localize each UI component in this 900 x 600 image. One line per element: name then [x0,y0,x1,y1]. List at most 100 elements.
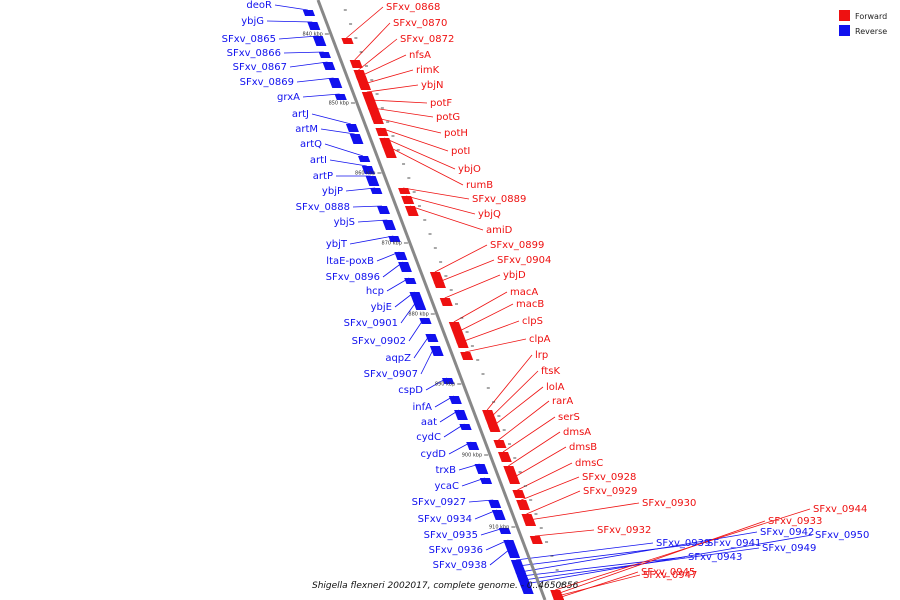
reverse-gene-label: SFxv_0949 [762,543,816,554]
reverse-gene-feature [519,584,534,594]
forward-gene-label: SFxv_0929 [583,486,637,497]
reverse-gene-label: hcp [366,286,384,297]
forward-leader-line [558,571,639,599]
reverse-gene-label: SFxv_0934 [418,514,472,525]
forward-gene-label: SFxv_0872 [400,34,454,45]
forward-gene-label: ybjO [458,164,481,175]
forward-leader-line [346,6,384,39]
forward-gene-label: SFxv_0889 [472,194,526,205]
forward-leader-line [372,107,434,118]
reverse-gene-label: SFxv_0938 [433,560,487,571]
genome-caption: Shigella flexneri 2002017, complete geno… [312,581,579,591]
reverse-gene-feature [318,52,331,58]
forward-gene-label: clpA [529,334,551,345]
reverse-gene-label: ycaC [434,481,459,492]
legend-reverse-label: Reverse [855,27,887,36]
reverse-gene-label: SFxv_0888 [296,202,350,213]
reverse-gene-feature [503,540,517,548]
reverse-gene-feature [425,334,439,342]
reverse-gene-feature [349,134,364,144]
forward-leader-line [438,259,495,283]
reverse-gene-feature [459,424,472,430]
reverse-gene-label: trxB [435,465,456,476]
forward-gene-label: ybjN [421,80,444,91]
reverse-gene-label: artM [295,124,318,135]
forward-leader-line [369,99,428,104]
forward-gene-feature [523,520,537,526]
forward-gene-feature [460,352,474,360]
forward-gene-label: potF [430,98,452,109]
scale-tick-label: 860 kbp [355,171,375,177]
forward-gene-label: dmsB [569,442,597,453]
reverse-gene-label: SFxv_0943 [688,552,742,563]
reverse-gene-feature [488,500,502,508]
reverse-leader-line [329,159,367,167]
forward-leader-line [512,446,567,479]
forward-gene-feature [529,536,543,544]
forward-leader-line [502,416,556,453]
reverse-gene-feature [442,378,455,384]
reverse-gene-label: cydC [416,432,441,443]
legend-forward-label: Forward [855,12,887,21]
gene-labels: deoR ybjG SFxv_0865 SFxv_0866 SFxv_0867 SFxv_… [222,0,870,581]
reverse-gene-feature [302,10,316,16]
forward-leader-line [358,38,398,71]
forward-gene-label: clpS [522,316,543,327]
forward-gene-feature [358,84,372,90]
forward-gene-label: dmsA [563,427,591,438]
scale-tick-label: 850 kbp [329,101,349,107]
forward-leader-line [557,574,641,597]
forward-gene-feature [379,138,393,148]
reverse-gene-label: ybjP [322,186,343,197]
forward-leader-line [461,320,520,343]
reverse-gene-label: aqpZ [385,353,411,364]
forward-leader-line [444,274,501,299]
forward-gene-feature [433,282,446,288]
forward-leader-line [526,490,581,515]
forward-gene-label: rimK [416,65,440,76]
forward-gene-label: dmsC [575,458,603,469]
forward-leader-line [555,508,811,591]
reverse-gene-label: SFxv_0865 [222,34,276,45]
reverse-gene-label: cspD [398,385,423,396]
forward-leader-line [384,137,456,170]
forward-leader-line [498,400,550,441]
reverse-gene-label: SFxv_0935 [424,530,478,541]
forward-gene-feature [552,596,564,600]
forward-leader-line [360,54,407,77]
reverse-gene-feature [365,176,380,186]
reverse-leader-line [283,51,324,54]
reverse-gene-feature [474,464,489,474]
reverse-gene-label: SFxv_0901 [344,318,398,329]
reverse-gene-feature [429,346,444,356]
forward-gene-label: SFxv_0930 [642,498,696,509]
reverse-leader-line [320,128,355,135]
reverse-gene-feature [345,124,359,132]
reverse-gene-label: SFxv_0896 [326,272,380,283]
forward-gene-label: SFxv_0928 [582,472,636,483]
forward-gene-label: SFxv_0870 [393,18,447,29]
reverse-gene-label: SFxv_0867 [233,62,287,73]
forward-gene-feature [507,478,521,484]
forward-leader-line [387,145,464,186]
forward-leader-line [528,502,640,521]
forward-leader-line [376,117,442,134]
reverse-gene-label: infA [413,402,433,413]
forward-leader-line [354,22,391,61]
forward-leader-line [406,195,476,215]
forward-leader-line [465,338,527,353]
scale-tick-label: 880 kbp [408,312,428,318]
reverse-gene-feature [328,78,343,88]
reverse-gene-feature [412,300,427,310]
reverse-gene-feature [388,236,401,242]
forward-leader-line [380,127,449,152]
forward-gene-feature [448,322,463,332]
scale-tick-label: 840 kbp [302,32,322,38]
reverse-gene-label: SFxv_0866 [227,48,281,59]
forward-gene-feature [349,60,363,68]
forward-leader-line [521,476,580,501]
forward-gene-feature [341,38,354,44]
forward-gene-feature [503,466,518,478]
forward-leader-line [489,370,539,419]
